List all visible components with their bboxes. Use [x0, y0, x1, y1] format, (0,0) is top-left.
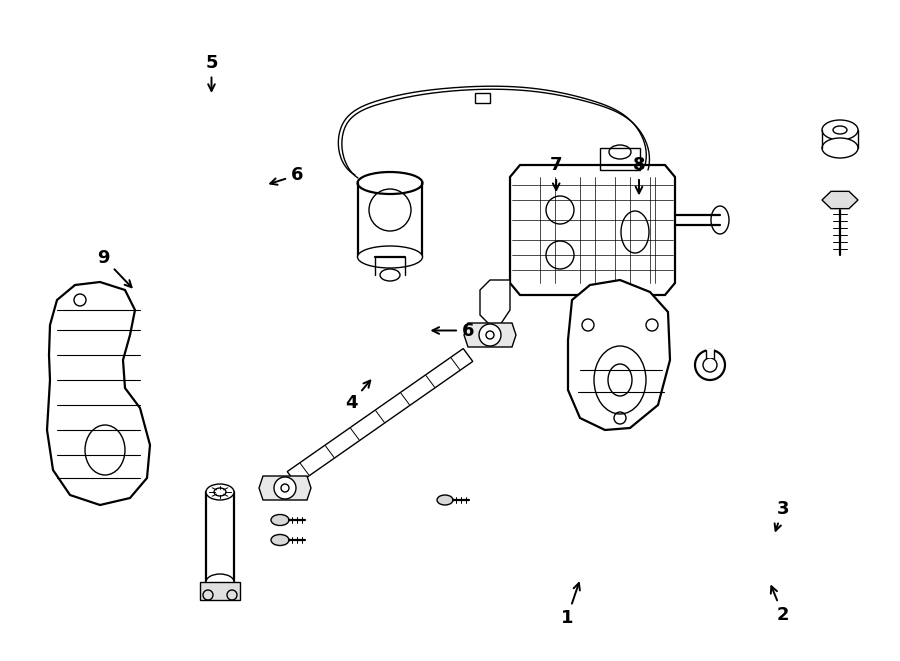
Ellipse shape: [271, 535, 289, 545]
Text: 3: 3: [775, 500, 789, 531]
Polygon shape: [47, 282, 150, 505]
Polygon shape: [259, 476, 311, 500]
Polygon shape: [475, 93, 490, 103]
Text: 6: 6: [270, 166, 303, 185]
Text: 1: 1: [561, 583, 580, 627]
Ellipse shape: [357, 246, 422, 268]
Ellipse shape: [206, 574, 234, 590]
Ellipse shape: [274, 477, 296, 499]
Polygon shape: [287, 348, 472, 485]
Bar: [600, 148, 640, 170]
Text: 6: 6: [433, 321, 474, 340]
Ellipse shape: [822, 138, 858, 158]
Polygon shape: [464, 323, 516, 347]
Text: 9: 9: [97, 249, 131, 288]
Polygon shape: [706, 349, 714, 358]
Polygon shape: [510, 165, 675, 295]
Text: 2: 2: [770, 586, 789, 624]
Ellipse shape: [271, 514, 289, 525]
Polygon shape: [822, 191, 858, 209]
Text: 4: 4: [345, 381, 370, 412]
Ellipse shape: [822, 120, 858, 140]
Polygon shape: [200, 582, 240, 600]
Text: 5: 5: [205, 54, 218, 91]
Ellipse shape: [437, 495, 453, 505]
Polygon shape: [568, 280, 670, 430]
Ellipse shape: [357, 172, 422, 194]
Ellipse shape: [206, 484, 234, 500]
Text: 8: 8: [633, 156, 645, 194]
Ellipse shape: [479, 324, 501, 346]
Bar: [206, 492, 234, 582]
Text: 7: 7: [550, 156, 562, 190]
Polygon shape: [480, 280, 510, 325]
